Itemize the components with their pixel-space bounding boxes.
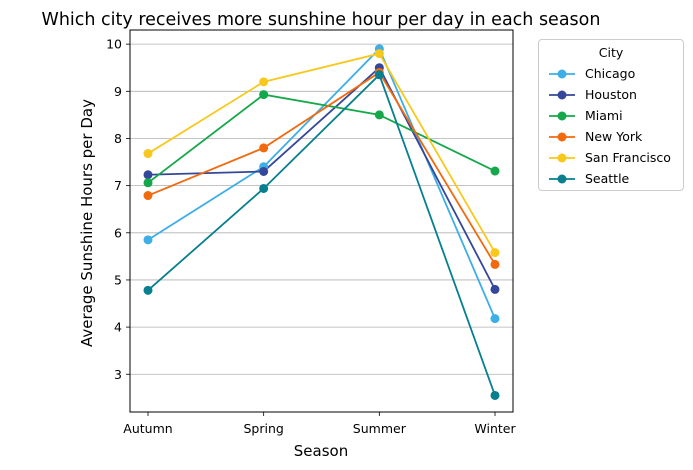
data-point-seattle: [374, 70, 384, 80]
data-point-miami: [490, 166, 500, 176]
x-tick-label: Spring: [243, 421, 283, 436]
data-point-san-francisco: [259, 77, 269, 87]
y-tick-label: 5: [114, 272, 122, 287]
legend-label: Miami: [585, 108, 623, 123]
data-point-seattle: [259, 183, 269, 193]
series-line-chicago: [147, 47, 496, 319]
y-tick-label: 4: [114, 320, 122, 335]
legend-swatch-miami: [549, 111, 575, 121]
legend-swatch-seattle: [549, 174, 575, 184]
data-point-houston: [143, 170, 153, 180]
data-point-new-york: [143, 191, 153, 201]
data-point-san-francisco: [490, 248, 500, 258]
data-point-chicago: [143, 235, 153, 245]
x-tick-label: Autumn: [123, 421, 172, 436]
series-line-houston: [147, 66, 496, 290]
y-tick-label: 10: [106, 37, 122, 52]
data-point-seattle: [490, 390, 500, 400]
legend-swatch-chicago: [549, 69, 575, 79]
y-axis-label: Average Sunshine Hours per Day: [78, 99, 96, 347]
plot-area-frame: [129, 29, 514, 413]
y-tick-label: 6: [114, 225, 122, 240]
data-point-new-york: [259, 143, 269, 153]
y-tick-label: 7: [114, 178, 122, 193]
x-axis-label: Season: [294, 442, 348, 460]
data-point-miami: [259, 90, 269, 100]
data-point-houston: [259, 166, 269, 176]
data-point-new-york: [490, 259, 500, 269]
series-line-san-francisco: [147, 52, 496, 254]
legend-title: City: [598, 45, 624, 60]
data-point-miami: [374, 110, 384, 120]
legend-item-new-york: New York: [545, 128, 681, 146]
y-tick-label: 3: [114, 367, 122, 382]
data-point-seattle: [143, 285, 153, 295]
legend-label: Houston: [585, 87, 637, 102]
y-tick-label: 9: [114, 84, 122, 99]
data-point-san-francisco: [374, 49, 384, 59]
data-point-san-francisco: [143, 149, 153, 159]
x-tick-label: Summer: [353, 421, 407, 436]
y-axis-ticks: 3 4 5 6 7 8 9 10: [106, 37, 130, 382]
data-point-houston: [490, 284, 500, 294]
x-axis-ticks: Autumn Spring Summer Winter: [123, 412, 516, 436]
series-lines: [147, 47, 496, 396]
legend-label: New York: [585, 129, 643, 144]
legend-label: San Francisco: [585, 150, 671, 165]
data-point-miami: [143, 178, 153, 188]
legend-label: Chicago: [585, 66, 636, 81]
series-line-new-york: [147, 71, 496, 265]
legend-label: Seattle: [585, 171, 630, 186]
x-tick-label: Winter: [474, 421, 516, 436]
legend-item-chicago: Chicago: [545, 65, 681, 83]
legend-swatch-san-francisco: [549, 153, 575, 163]
legend-item-houston: Houston: [545, 86, 681, 104]
data-point-chicago: [490, 314, 500, 324]
series-points: [143, 44, 500, 400]
series-line-miami: [147, 93, 496, 184]
legend-swatch-houston: [549, 90, 575, 100]
legend-item-seattle: Seattle: [545, 170, 681, 188]
y-tick-label: 8: [114, 131, 122, 146]
legend-swatch-new-york: [549, 132, 575, 142]
legend-item-miami: Miami: [545, 107, 681, 125]
gridlines: [130, 43, 513, 375]
legend: City Chicago Houston Miami New York San Fran…: [538, 39, 684, 191]
legend-item-san-francisco: San Francisco: [545, 149, 681, 167]
series-line-seattle: [147, 73, 496, 396]
chart-title: Which city receives more sunshine hour p…: [42, 10, 601, 30]
